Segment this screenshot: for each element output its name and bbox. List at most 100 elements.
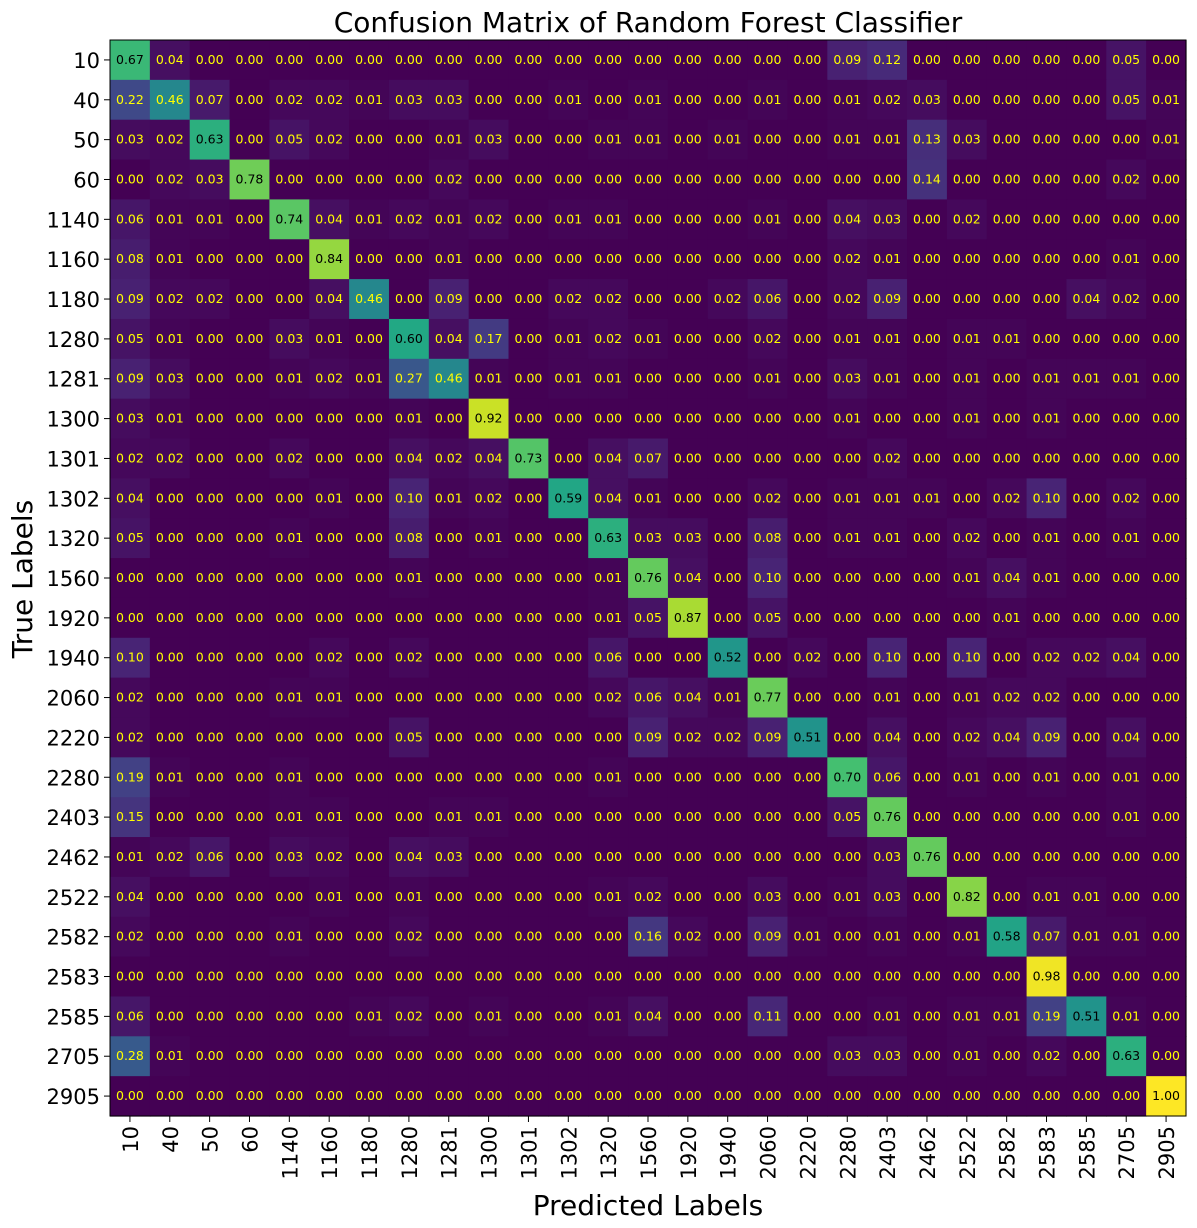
- y-tick-label: 2220: [47, 726, 100, 750]
- heatmap-cell: [149, 119, 191, 161]
- heatmap-cell: [229, 757, 271, 798]
- cell-value-label: 0.01: [1072, 371, 1100, 386]
- heatmap-cell: [707, 279, 749, 320]
- cell-value-label: 0.00: [674, 251, 702, 266]
- cell-value-label: 0.00: [953, 969, 981, 984]
- cell-value-label: 0.03: [275, 849, 303, 864]
- cell-value-label: 0.14: [913, 171, 941, 186]
- cell-value-label: 0.00: [833, 929, 861, 944]
- cell-value-label: 0.00: [793, 610, 821, 625]
- heatmap-cell: [986, 837, 1028, 878]
- cell-value-label: 0.00: [196, 809, 224, 824]
- cell-value-label: 0.00: [1112, 1088, 1140, 1103]
- cell-value-label: 0.00: [156, 929, 184, 944]
- heatmap-cell: [1026, 1076, 1068, 1117]
- x-tick-label: 1560: [637, 1126, 661, 1179]
- heatmap-cell: [707, 837, 749, 878]
- cell-value-label: 0.04: [475, 450, 503, 465]
- heatmap-cell: [189, 797, 231, 838]
- cell-value-label: 0.00: [315, 570, 343, 585]
- cell-value-label: 0.00: [355, 610, 383, 625]
- cell-value-label: 0.00: [554, 52, 582, 67]
- cell-value-label: 0.00: [1112, 969, 1140, 984]
- cell-value-label: 0.01: [395, 570, 423, 585]
- heatmap-cell: [747, 677, 789, 719]
- heatmap-cell: [1026, 398, 1068, 440]
- heatmap-cell: [468, 916, 510, 958]
- cell-value-label: 0.00: [714, 809, 742, 824]
- heatmap-cell: [588, 79, 629, 121]
- cell-value-label: 0.00: [475, 291, 503, 306]
- heatmap-cell: [588, 717, 629, 758]
- cell-value-label: 0.00: [993, 411, 1021, 426]
- heatmap-cell: [787, 637, 828, 679]
- heatmap-cell: [986, 637, 1028, 679]
- heatmap-cell: [787, 677, 828, 719]
- heatmap-cell: [309, 478, 350, 519]
- heatmap-cell: [588, 797, 629, 838]
- heatmap-cell: [1146, 1076, 1187, 1117]
- heatmap-cell: [907, 199, 948, 240]
- heatmap-cell: [628, 199, 669, 240]
- heatmap-cell: [946, 318, 988, 360]
- cell-value-label: 0.00: [1072, 1048, 1100, 1063]
- cell-value-label: 0.00: [674, 1048, 702, 1063]
- cell-value-label: 0.10: [873, 650, 901, 665]
- heatmap-cell: [588, 1036, 629, 1077]
- cell-value-label: 0.01: [953, 411, 981, 426]
- heatmap-cell: [548, 358, 589, 400]
- cell-value-label: 0.01: [1152, 132, 1180, 147]
- heatmap-cell: [667, 1036, 709, 1077]
- cell-value-label: 0.03: [873, 889, 901, 904]
- heatmap-cell: [110, 996, 151, 1037]
- cell-value-label: 0.00: [236, 450, 264, 465]
- cell-value-label: 0.00: [674, 450, 702, 465]
- cell-value-label: 0.00: [1072, 171, 1100, 186]
- cell-value-label: 0.00: [355, 889, 383, 904]
- heatmap-cell: [309, 757, 350, 798]
- cell-value-label: 0.02: [594, 291, 622, 306]
- cell-value-label: 0.01: [554, 211, 582, 226]
- cell-value-label: 0.00: [275, 570, 303, 585]
- heatmap-cell: [309, 279, 350, 320]
- heatmap-cell: [548, 757, 589, 798]
- heatmap-cell: [628, 597, 669, 639]
- heatmap-cell: [269, 159, 310, 201]
- heatmap-cell: [468, 438, 510, 479]
- cell-value-label: 0.00: [1072, 211, 1100, 226]
- cell-value-label: 0.00: [515, 809, 543, 824]
- heatmap-cell: [149, 996, 191, 1037]
- cell-value-label: 0.01: [594, 1008, 622, 1023]
- cell-value-label: 0.01: [1033, 570, 1061, 585]
- heatmap-cell: [149, 518, 191, 559]
- cell-value-label: 0.00: [196, 570, 224, 585]
- heatmap-cell: [747, 199, 789, 240]
- heatmap-cell: [588, 279, 629, 320]
- cell-value-label: 0.00: [475, 969, 503, 984]
- cell-value-label: 0.00: [793, 769, 821, 784]
- heatmap-cell: [110, 239, 151, 280]
- cell-value-label: 0.00: [913, 610, 941, 625]
- cell-value-label: 0.03: [395, 92, 423, 107]
- cell-value-label: 0.05: [754, 610, 782, 625]
- x-tick-label: 1300: [478, 1126, 502, 1179]
- heatmap-cell: [787, 996, 828, 1037]
- heatmap-cell: [110, 558, 151, 599]
- heatmap-cell: [229, 398, 271, 440]
- cell-value-label: 0.01: [275, 690, 303, 705]
- cell-value-label: 0.00: [196, 729, 224, 744]
- cell-value-label: 0.00: [793, 1088, 821, 1103]
- y-tick-label: 1940: [47, 647, 100, 671]
- cell-value-label: 0.00: [1072, 570, 1100, 585]
- x-tick-label: 50: [199, 1126, 223, 1153]
- heatmap-cell: [667, 717, 709, 758]
- cell-value-label: 0.02: [714, 729, 742, 744]
- heatmap-cell: [867, 1076, 908, 1117]
- heatmap-cell: [827, 757, 868, 798]
- heatmap-cell: [269, 717, 310, 758]
- cell-value-label: 0.00: [1072, 969, 1100, 984]
- heatmap-cell: [508, 438, 549, 479]
- cell-value-label: 0.01: [993, 610, 1021, 625]
- cell-value-label: 0.82: [953, 889, 981, 904]
- heatmap-cell: [468, 797, 510, 838]
